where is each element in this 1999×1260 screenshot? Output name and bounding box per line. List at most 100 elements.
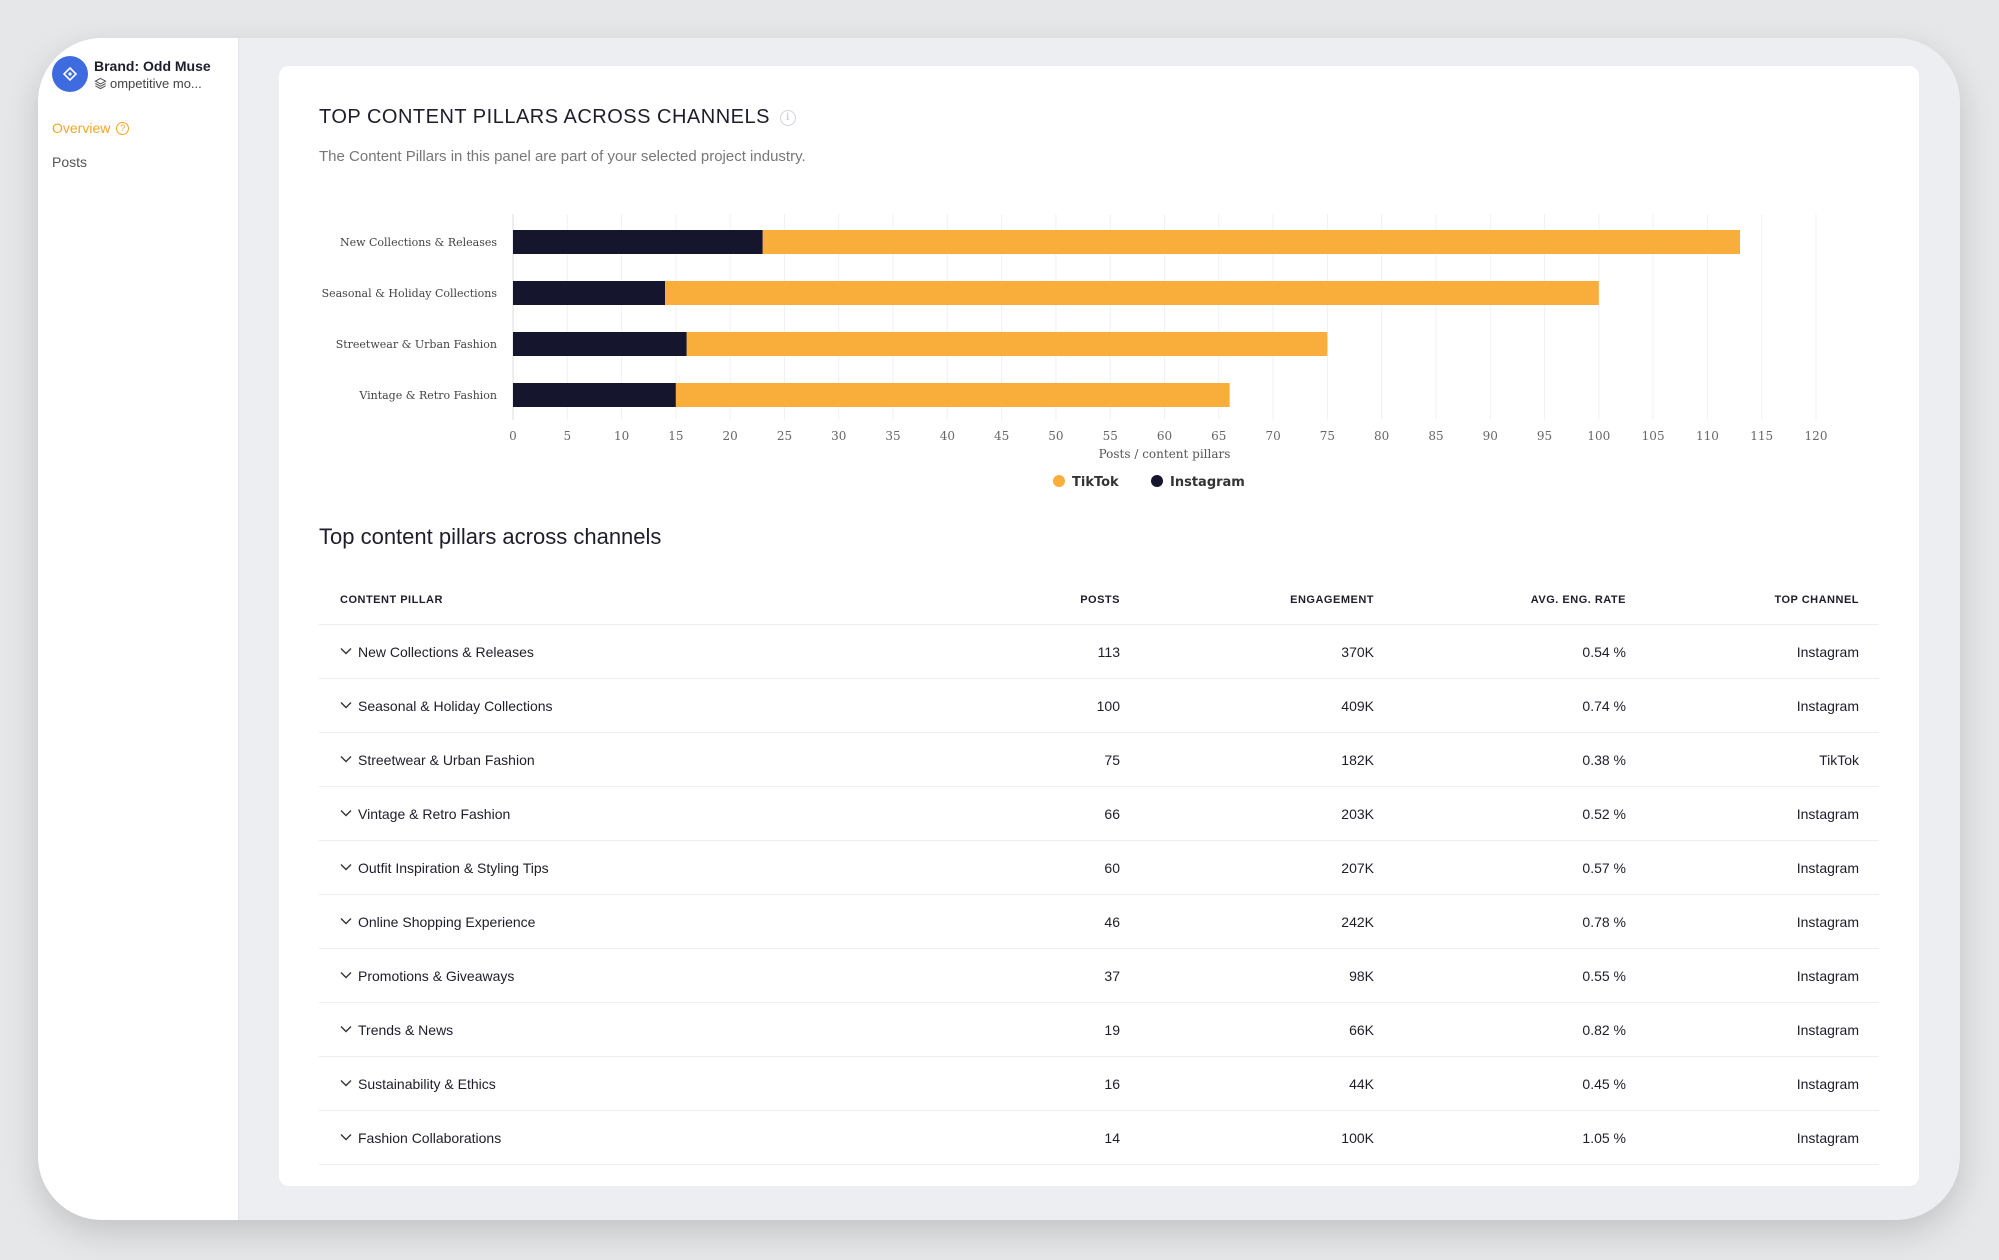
top-channel-cell: Instagram [1626, 678, 1879, 733]
x-tick-label: 15 [668, 429, 683, 443]
top-channel-cell: Instagram [1626, 1110, 1879, 1165]
project-name: ompetitive mo... [110, 75, 202, 91]
eng-rate-cell: 0.54 % [1374, 624, 1626, 679]
chevron-down-icon[interactable] [340, 1079, 352, 1087]
legend-label: Instagram [1170, 475, 1245, 490]
posts-cell: 14 [920, 1110, 1120, 1165]
table-row[interactable]: Fashion Collaborations 14 100K 1.05 % Instag… [319, 1110, 1879, 1165]
pillar-name: Promotions & Giveaways [358, 967, 515, 984]
posts-cell: 16 [920, 1056, 1120, 1111]
layers-icon [94, 77, 107, 89]
pillar-cell[interactable]: Promotions & Giveaways [319, 948, 920, 1003]
info-icon[interactable]: i [779, 109, 796, 126]
x-tick-label: 20 [723, 429, 738, 443]
eng-rate-cell: 0.74 % [1374, 678, 1626, 733]
x-tick-label: 110 [1696, 429, 1719, 443]
chevron-down-icon[interactable] [340, 701, 352, 709]
column-header-pillar[interactable]: CONTENT PILLAR [319, 576, 920, 625]
y-category-label: New Collections & Releases [340, 236, 497, 249]
posts-cell: 113 [920, 624, 1120, 679]
x-tick-label: 105 [1642, 429, 1665, 443]
posts-cell: 60 [920, 840, 1120, 895]
panel-title-text: TOP CONTENT PILLARS ACROSS CHANNELS [319, 106, 770, 128]
project-selector[interactable]: ompetitive mo... [94, 76, 211, 91]
panel-title: TOP CONTENT PILLARS ACROSS CHANNELS i [319, 106, 796, 129]
chevron-down-icon[interactable] [340, 809, 352, 817]
table-row[interactable]: Seasonal & Holiday Collections 100 409K 0.7… [319, 678, 1879, 733]
pillar-cell[interactable]: Vintage & Retro Fashion [319, 786, 920, 841]
engagement-cell: 370K [1120, 624, 1374, 679]
column-header-engagement[interactable]: ENGAGEMENT [1120, 576, 1374, 625]
eng-rate-cell: 0.55 % [1374, 948, 1626, 1003]
y-category-label: Streetwear & Urban Fashion [336, 338, 497, 351]
top-channel-cell: Instagram [1626, 840, 1879, 895]
engagement-cell: 98K [1120, 948, 1374, 1003]
pillars-table: CONTENT PILLAR POSTS ENGAGEMENT AVG. ENG… [319, 576, 1879, 1165]
table-row[interactable]: Outfit Inspiration & Styling Tips 60 207K 0… [319, 840, 1879, 895]
table-row[interactable]: Trends & News 19 66K 0.82 % Instagram [319, 1002, 1879, 1057]
engagement-cell: 44K [1120, 1056, 1374, 1111]
chevron-down-icon[interactable] [340, 1133, 352, 1141]
y-category-label: Seasonal & Holiday Collections [322, 287, 498, 300]
posts-cell: 75 [920, 732, 1120, 787]
table-row[interactable]: Vintage & Retro Fashion 66 203K 0.52 % Insta… [319, 786, 1879, 841]
pillar-cell[interactable]: Fashion Collaborations [319, 1110, 920, 1165]
top-channel-cell: Instagram [1626, 786, 1879, 841]
top-channel-cell: Instagram [1626, 894, 1879, 949]
chevron-down-icon[interactable] [340, 1025, 352, 1033]
nav-item-overview[interactable]: Overview ? [52, 120, 130, 136]
top-channel-cell: Instagram [1626, 1056, 1879, 1111]
instagram-bar [513, 230, 763, 254]
x-tick-label: 115 [1750, 429, 1773, 443]
eng-rate-cell: 0.82 % [1374, 1002, 1626, 1057]
engagement-cell: 207K [1120, 840, 1374, 895]
brand-switcher[interactable]: Brand: Odd Muse ompetitive mo... [52, 56, 211, 92]
help-icon[interactable]: ? [116, 121, 130, 135]
pillar-name: Sustainability & Ethics [358, 1075, 496, 1092]
pillar-cell[interactable]: Streetwear & Urban Fashion [319, 732, 920, 787]
chevron-down-icon[interactable] [340, 971, 352, 979]
posts-cell: 46 [920, 894, 1120, 949]
instagram-legend-swatch [1151, 475, 1163, 487]
x-tick-label: 0 [509, 429, 517, 443]
table-row[interactable]: New Collections & Releases 113 370K 0.54 % I… [319, 624, 1879, 679]
x-tick-label: 75 [1320, 429, 1335, 443]
pillar-cell[interactable]: Online Shopping Experience [319, 894, 920, 949]
table-row[interactable]: Promotions & Giveaways 37 98K 0.55 % Instagr… [319, 948, 1879, 1003]
pillar-cell[interactable]: New Collections & Releases [319, 624, 920, 679]
nav-item-posts[interactable]: Posts [52, 154, 129, 170]
chevron-down-icon[interactable] [340, 917, 352, 925]
pillar-cell[interactable]: Seasonal & Holiday Collections [319, 678, 920, 733]
table-row[interactable]: Online Shopping Experience 46 242K 0.78 % In… [319, 894, 1879, 949]
content-pillars-panel: TOP CONTENT PILLARS ACROSS CHANNELS i Th… [279, 66, 1919, 1186]
tiktok-bar [686, 332, 1328, 356]
x-tick-label: 80 [1374, 429, 1389, 443]
engagement-cell: 66K [1120, 1002, 1374, 1057]
chevron-down-icon[interactable] [340, 647, 352, 655]
engagement-cell: 182K [1120, 732, 1374, 787]
app-window: Brand: Odd Muse ompetitive mo... Overvie… [38, 38, 1960, 1220]
pillar-cell[interactable]: Outfit Inspiration & Styling Tips [319, 840, 920, 895]
table-row[interactable]: Sustainability & Ethics 16 44K 0.45 % Instag… [319, 1056, 1879, 1111]
brand-logo-icon [52, 56, 88, 92]
instagram-bar [513, 332, 687, 356]
instagram-bar [513, 281, 666, 305]
table-row[interactable]: Streetwear & Urban Fashion 75 182K 0.38 % Ti… [319, 732, 1879, 787]
pillar-name: Vintage & Retro Fashion [358, 805, 511, 822]
pillar-cell[interactable]: Trends & News [319, 1002, 920, 1057]
tiktok-bar [762, 230, 1740, 254]
chevron-down-icon[interactable] [340, 755, 352, 763]
posts-cell: 37 [920, 948, 1120, 1003]
posts-cell: 100 [920, 678, 1120, 733]
pillar-cell[interactable]: Sustainability & Ethics [319, 1056, 920, 1111]
x-tick-label: 70 [1265, 429, 1280, 443]
column-header-posts[interactable]: POSTS [920, 576, 1120, 625]
x-tick-label: 90 [1483, 429, 1498, 443]
nav-item-label: Overview [52, 120, 111, 136]
x-tick-label: 40 [940, 429, 955, 443]
column-header-top-channel[interactable]: TOP CHANNEL [1626, 576, 1879, 625]
top-channel-cell: Instagram [1626, 624, 1879, 679]
x-tick-label: 10 [614, 429, 629, 443]
column-header-rate[interactable]: AVG. ENG. RATE [1374, 576, 1626, 625]
chevron-down-icon[interactable] [340, 863, 352, 871]
